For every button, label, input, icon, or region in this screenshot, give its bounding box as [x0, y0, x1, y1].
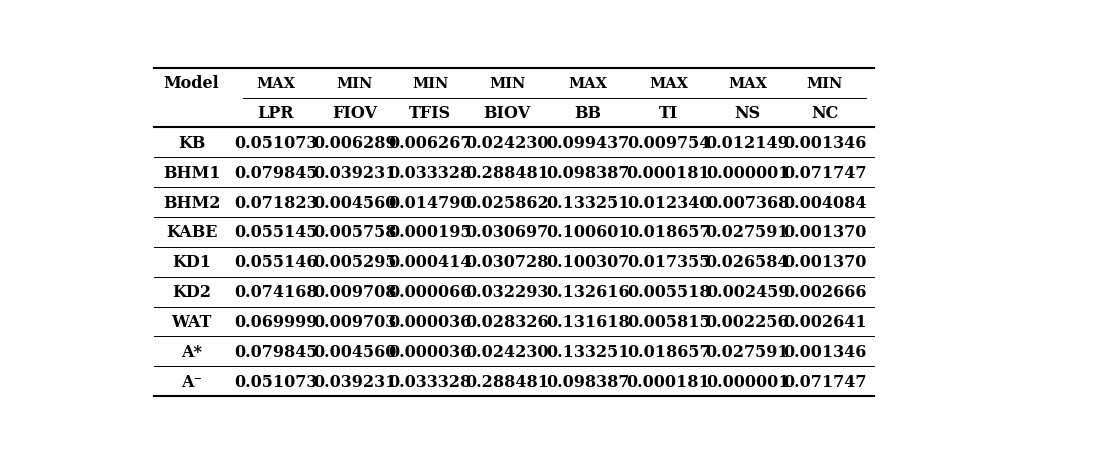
- Text: 0.012340: 0.012340: [627, 194, 711, 211]
- Text: 0.002459: 0.002459: [706, 283, 789, 300]
- Text: 0.100601: 0.100601: [546, 224, 630, 241]
- Text: 0.099437: 0.099437: [546, 135, 630, 152]
- Text: 0.055146: 0.055146: [234, 254, 318, 271]
- Text: MIN: MIN: [337, 76, 373, 91]
- Text: 0.051073: 0.051073: [234, 135, 318, 152]
- Text: A*: A*: [182, 343, 203, 360]
- Text: 0.018657: 0.018657: [627, 224, 711, 241]
- Text: 0.000181: 0.000181: [627, 164, 711, 182]
- Text: Model: Model: [164, 75, 219, 92]
- Text: 0.006289: 0.006289: [313, 135, 396, 152]
- Text: 0.005295: 0.005295: [313, 254, 396, 271]
- Text: 0.002641: 0.002641: [783, 313, 867, 330]
- Text: 0.025862: 0.025862: [465, 194, 549, 211]
- Text: TI: TI: [659, 105, 679, 122]
- Text: 0.000036: 0.000036: [389, 343, 472, 360]
- Text: KD2: KD2: [172, 283, 211, 300]
- Text: 0.024230: 0.024230: [466, 343, 549, 360]
- Text: WAT: WAT: [172, 313, 211, 330]
- Text: 0.051073: 0.051073: [234, 373, 318, 390]
- Text: MIN: MIN: [489, 76, 526, 91]
- Text: 0.001370: 0.001370: [783, 254, 867, 271]
- Text: 0.074168: 0.074168: [234, 283, 318, 300]
- Text: BB: BB: [575, 105, 601, 122]
- Text: 0.071747: 0.071747: [783, 373, 867, 390]
- Text: 0.069999: 0.069999: [234, 313, 318, 330]
- Text: 0.017355: 0.017355: [627, 254, 711, 271]
- Text: BIOV: BIOV: [484, 105, 531, 122]
- Text: 0.009703: 0.009703: [313, 313, 396, 330]
- Text: 0.000001: 0.000001: [706, 373, 789, 390]
- Text: 0.002666: 0.002666: [783, 283, 867, 300]
- Text: 0.005758: 0.005758: [313, 224, 396, 241]
- Text: 0.002256: 0.002256: [705, 313, 789, 330]
- Text: KABE: KABE: [166, 224, 217, 241]
- Text: 0.030728: 0.030728: [466, 254, 549, 271]
- Text: 0.132616: 0.132616: [546, 283, 630, 300]
- Text: 0.079845: 0.079845: [234, 343, 318, 360]
- Text: 0.000036: 0.000036: [389, 313, 472, 330]
- Text: 0.001346: 0.001346: [783, 343, 867, 360]
- Text: MAX: MAX: [568, 76, 608, 91]
- Text: MIN: MIN: [412, 76, 448, 91]
- Text: 0.012149: 0.012149: [705, 135, 789, 152]
- Text: 0.071823: 0.071823: [234, 194, 318, 211]
- Text: 0.098387: 0.098387: [546, 373, 630, 390]
- Text: 0.032293: 0.032293: [466, 283, 549, 300]
- Text: 0.024230: 0.024230: [466, 135, 549, 152]
- Text: 0.288481: 0.288481: [465, 373, 549, 390]
- Text: 0.000181: 0.000181: [627, 373, 711, 390]
- Text: 0.100307: 0.100307: [546, 254, 630, 271]
- Text: 0.005518: 0.005518: [627, 283, 711, 300]
- Text: 0.098387: 0.098387: [546, 164, 630, 182]
- Text: KD1: KD1: [172, 254, 211, 271]
- Text: 0.009708: 0.009708: [313, 283, 396, 300]
- Text: MAX: MAX: [256, 76, 296, 91]
- Text: 0.033328: 0.033328: [389, 164, 472, 182]
- Text: FIOV: FIOV: [332, 105, 377, 122]
- Text: MAX: MAX: [728, 76, 767, 91]
- Text: 0.055145: 0.055145: [234, 224, 318, 241]
- Text: 0.027591: 0.027591: [705, 343, 789, 360]
- Text: 0.004560: 0.004560: [313, 343, 396, 360]
- Text: 0.009754: 0.009754: [627, 135, 711, 152]
- Text: 0.027591: 0.027591: [705, 224, 789, 241]
- Text: 0.006267: 0.006267: [389, 135, 472, 152]
- Text: 0.018657: 0.018657: [627, 343, 711, 360]
- Text: LPR: LPR: [258, 105, 293, 122]
- Text: MAX: MAX: [649, 76, 689, 91]
- Text: 0.007368: 0.007368: [706, 194, 789, 211]
- Text: 0.079845: 0.079845: [234, 164, 318, 182]
- Text: TFIS: TFIS: [408, 105, 452, 122]
- Text: NS: NS: [734, 105, 761, 122]
- Text: 0.005815: 0.005815: [627, 313, 711, 330]
- Text: 0.133251: 0.133251: [546, 194, 630, 211]
- Text: 0.039231: 0.039231: [313, 164, 396, 182]
- Text: 0.028326: 0.028326: [465, 313, 549, 330]
- Text: 0.000414: 0.000414: [389, 254, 472, 271]
- Text: 0.000066: 0.000066: [389, 283, 472, 300]
- Text: 0.001370: 0.001370: [783, 224, 867, 241]
- Text: 0.030697: 0.030697: [466, 224, 549, 241]
- Text: BHM1: BHM1: [163, 164, 220, 182]
- Text: 0.014790: 0.014790: [389, 194, 472, 211]
- Text: 0.288481: 0.288481: [465, 164, 549, 182]
- Text: 0.004084: 0.004084: [783, 194, 867, 211]
- Text: 0.039231: 0.039231: [313, 373, 396, 390]
- Text: 0.000195: 0.000195: [389, 224, 472, 241]
- Text: 0.131618: 0.131618: [546, 313, 630, 330]
- Text: 0.133251: 0.133251: [546, 343, 630, 360]
- Text: NC: NC: [811, 105, 838, 122]
- Text: 0.004560: 0.004560: [313, 194, 396, 211]
- Text: MIN: MIN: [807, 76, 842, 91]
- Text: 0.000001: 0.000001: [706, 164, 789, 182]
- Text: 0.071747: 0.071747: [783, 164, 867, 182]
- Text: 0.026584: 0.026584: [705, 254, 789, 271]
- Text: BHM2: BHM2: [163, 194, 220, 211]
- Text: 0.001346: 0.001346: [783, 135, 867, 152]
- Text: KB: KB: [178, 135, 205, 152]
- Text: A⁻: A⁻: [182, 373, 203, 390]
- Text: 0.033328: 0.033328: [389, 373, 472, 390]
